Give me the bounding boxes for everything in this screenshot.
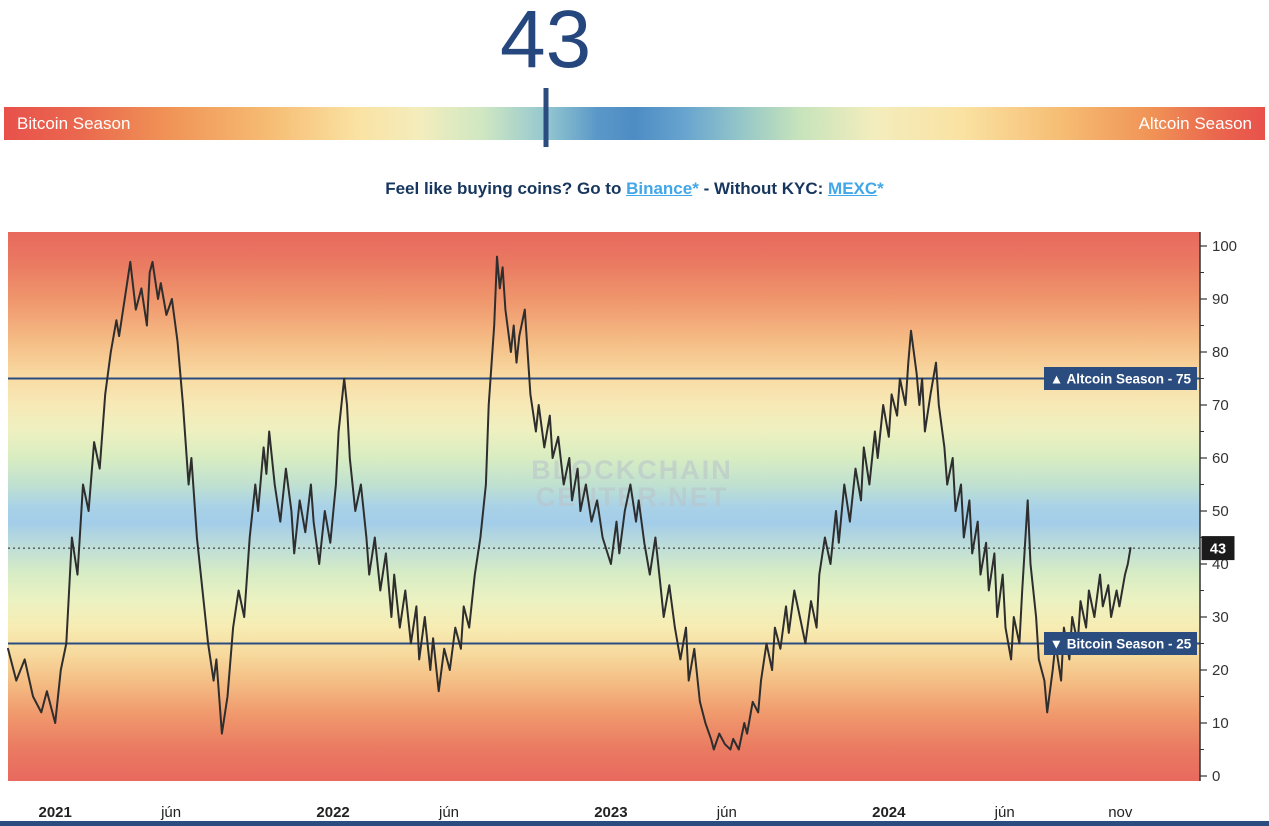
- y-axis-label: 40: [1212, 556, 1229, 573]
- subtitle-middle: - Without KYC:: [698, 179, 829, 198]
- altcoin-threshold-label: ▲ Altcoin Season - 75: [1050, 372, 1192, 387]
- chart-background: [8, 232, 1200, 781]
- x-axis-label: jún: [994, 804, 1015, 821]
- binance-link[interactable]: Binance: [626, 179, 693, 198]
- altcoin-threshold-badge: [1044, 367, 1197, 390]
- x-axis-label: jún: [160, 804, 181, 821]
- current-value-label: 43: [1210, 542, 1226, 558]
- y-axis-label: 90: [1212, 291, 1229, 308]
- x-axis-label: jún: [438, 804, 459, 821]
- y-axis-label: 100: [1212, 238, 1237, 255]
- current-value-badge: [1201, 536, 1235, 561]
- subtitle-text: Feel like buying coins? Go to Binance* -…: [0, 179, 1269, 199]
- x-axis-label: 2021: [39, 804, 72, 821]
- binance-asterisk: *: [692, 179, 699, 198]
- y-axis-label: 20: [1212, 662, 1229, 679]
- y-axis-label: 70: [1212, 397, 1229, 414]
- y-axis-label: 80: [1212, 344, 1229, 361]
- season-gradient-bar: Bitcoin Season Altcoin Season: [4, 107, 1265, 140]
- index-series-line: [7, 255, 1132, 751]
- y-axis-label: 0: [1212, 768, 1220, 785]
- bitcoin-season-label: Bitcoin Season: [17, 113, 131, 133]
- mexc-link[interactable]: MEXC: [828, 179, 878, 198]
- bitcoin-threshold-label: ▼ Bitcoin Season - 25: [1050, 637, 1192, 652]
- y-axis-label: 10: [1212, 715, 1229, 732]
- y-axis-label: 30: [1212, 609, 1229, 626]
- y-axis-label: 50: [1212, 503, 1229, 520]
- index-marker: [543, 88, 549, 147]
- x-axis-label: jún: [716, 804, 737, 821]
- subtitle-prefix: Feel like buying coins? Go to: [385, 179, 627, 198]
- y-axis-label: 60: [1212, 450, 1229, 467]
- mexc-asterisk: *: [877, 179, 884, 198]
- footer-divider: [0, 821, 1269, 826]
- altcoin-season-label: Altcoin Season: [1138, 113, 1252, 133]
- x-axis-label: 2023: [594, 804, 627, 821]
- index-value-display: 43: [500, 0, 592, 85]
- x-axis-label: nov: [1108, 804, 1133, 821]
- x-axis-label: 2022: [316, 804, 349, 821]
- x-axis-label: 2024: [872, 804, 906, 821]
- bitcoin-threshold-badge: [1044, 632, 1197, 655]
